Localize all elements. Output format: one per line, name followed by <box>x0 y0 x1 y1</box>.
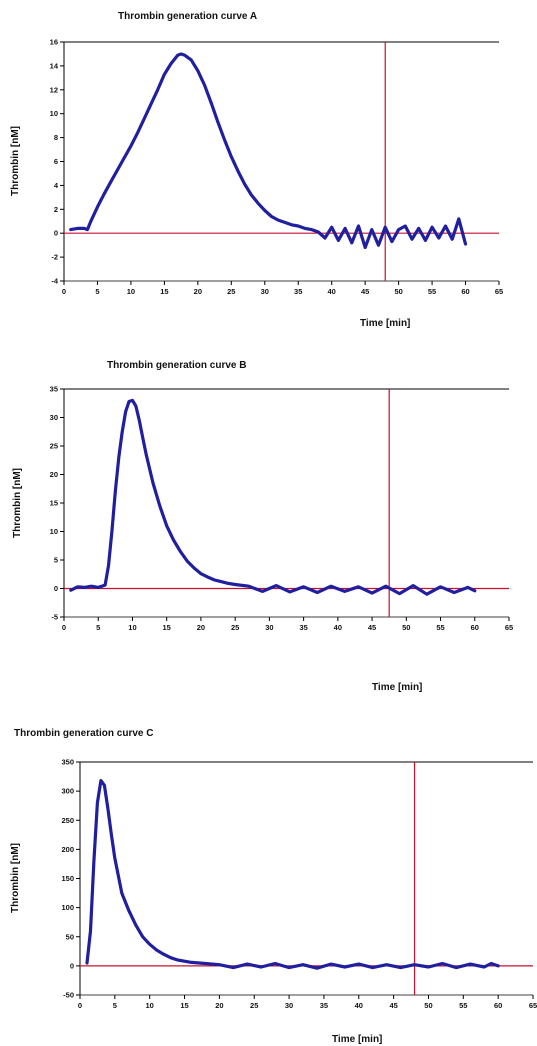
x-tick-label: 45 <box>389 1001 397 1010</box>
x-axis-title: Time [min] <box>372 682 422 693</box>
x-tick-label: 0 <box>62 287 66 296</box>
y-tick-label: 300 <box>61 787 74 796</box>
y-tick-label: 15 <box>50 499 58 508</box>
chart-title: Thrombin generation curve A <box>118 11 257 22</box>
x-tick-label: 5 <box>113 1001 117 1010</box>
x-tick-label: 20 <box>197 623 205 632</box>
y-tick-label: 16 <box>50 38 58 47</box>
y-tick-label: -4 <box>51 277 58 286</box>
y-axis-title: Thrombin [nM] <box>10 126 21 196</box>
x-tick-label: 50 <box>402 623 410 632</box>
y-tick-label: 4 <box>54 181 59 190</box>
x-tick-label: 0 <box>78 1001 82 1010</box>
y-axis-title: Thrombin [nM] <box>10 843 21 913</box>
y-tick-label: 30 <box>50 413 58 422</box>
x-tick-label: 15 <box>160 287 168 296</box>
x-tick-label: 60 <box>494 1001 502 1010</box>
x-tick-label: 30 <box>285 1001 293 1010</box>
x-tick-label: 55 <box>459 1001 467 1010</box>
y-tick-label: 100 <box>61 903 74 912</box>
y-tick-label: 50 <box>66 932 74 941</box>
y-tick-label: 150 <box>61 874 74 883</box>
x-tick-label: 20 <box>194 287 202 296</box>
y-tick-label: 10 <box>50 109 58 118</box>
y-tick-label: 0 <box>54 229 58 238</box>
x-tick-label: 15 <box>180 1001 188 1010</box>
y-tick-label: 200 <box>61 845 74 854</box>
x-tick-label: 55 <box>428 287 436 296</box>
thrombin-curve-line <box>71 54 466 248</box>
chart-title: Thrombin generation curve B <box>107 360 246 371</box>
y-axis-title: Thrombin [nM] <box>12 468 23 538</box>
y-tick-label: -50 <box>63 991 74 1000</box>
y-tick-label: 0 <box>54 584 58 593</box>
y-tick-label: -5 <box>51 613 58 622</box>
x-axis-title: Time [min] <box>332 1034 382 1045</box>
x-tick-label: 0 <box>62 623 66 632</box>
y-tick-label: 25 <box>50 442 58 451</box>
x-tick-label: 55 <box>436 623 444 632</box>
y-tick-label: 20 <box>50 470 58 479</box>
x-tick-label: 35 <box>294 287 302 296</box>
y-tick-label: 6 <box>54 157 58 166</box>
x-tick-label: 30 <box>265 623 273 632</box>
y-tick-label: 250 <box>61 816 74 825</box>
x-tick-label: 45 <box>361 287 369 296</box>
thrombin-curve-line <box>87 781 498 969</box>
y-tick-label: 14 <box>50 61 59 70</box>
x-tick-label: 20 <box>215 1001 223 1010</box>
x-tick-label: 10 <box>127 287 135 296</box>
chart-panel-c: Thrombin generation curve C-500501001502… <box>10 728 537 1045</box>
x-tick-label: 25 <box>231 623 239 632</box>
x-tick-label: 50 <box>394 287 402 296</box>
x-tick-label: 25 <box>250 1001 258 1010</box>
x-tick-label: 15 <box>163 623 171 632</box>
y-tick-label: 0 <box>70 961 74 970</box>
y-tick-label: 10 <box>50 527 58 536</box>
x-tick-label: 40 <box>334 623 342 632</box>
x-tick-label: 65 <box>495 287 503 296</box>
chart-title: Thrombin generation curve C <box>14 728 153 739</box>
y-tick-label: 8 <box>54 133 58 142</box>
x-tick-label: 65 <box>505 623 513 632</box>
thrombin-curve-line <box>71 400 475 594</box>
chart-panel-b: Thrombin generation curve B -5 0 5 10 15 20 25 3… <box>12 360 513 693</box>
x-tick-label: 25 <box>227 287 235 296</box>
y-tick-label: 2 <box>54 205 58 214</box>
x-tick-label: 60 <box>461 287 469 296</box>
y-tick-label: -2 <box>51 253 58 262</box>
x-tick-label: 65 <box>529 1001 537 1010</box>
chart-panel-a: Thrombin generation curve A -4 -2 0 2 4 6 8 10 12… <box>10 11 503 329</box>
x-tick-label: 45 <box>368 623 376 632</box>
y-tick-label: 350 <box>61 758 74 767</box>
x-tick-label: 40 <box>328 287 336 296</box>
x-tick-label: 5 <box>96 623 100 632</box>
x-tick-label: 60 <box>471 623 479 632</box>
x-tick-label: 50 <box>424 1001 432 1010</box>
y-tick-label: 35 <box>50 385 58 394</box>
x-tick-label: 35 <box>320 1001 328 1010</box>
x-tick-label: 40 <box>355 1001 363 1010</box>
x-tick-label: 35 <box>299 623 307 632</box>
x-tick-label: 30 <box>261 287 269 296</box>
x-tick-label: 5 <box>95 287 99 296</box>
x-tick-label: 10 <box>146 1001 154 1010</box>
y-tick-label: 5 <box>54 556 58 565</box>
y-tick-label: 12 <box>50 85 58 94</box>
x-axis-title: Time [min] <box>360 318 410 329</box>
x-tick-label: 10 <box>128 623 136 632</box>
